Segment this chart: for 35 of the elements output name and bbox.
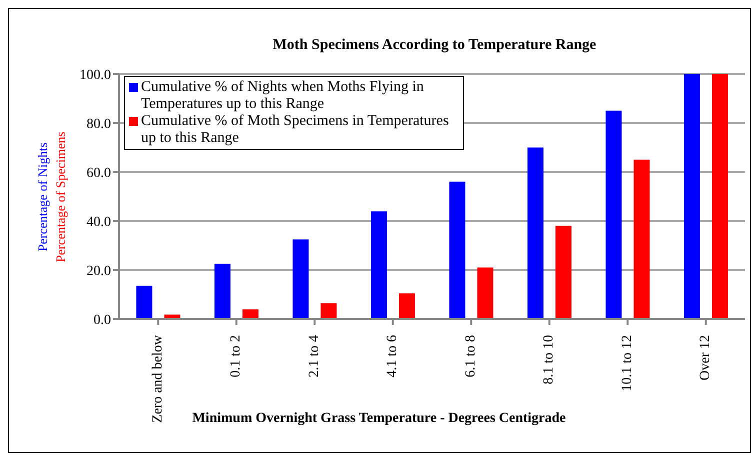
x-tick-label: 0.1 to 2 — [228, 335, 244, 378]
bar — [214, 264, 230, 319]
x-tick-label: 10.1 to 12 — [620, 335, 635, 392]
x-axis-title: Minimum Overnight Grass Temperature - Degrees Centigrade — [192, 411, 566, 426]
bar — [136, 286, 152, 319]
bar — [712, 74, 728, 319]
bar — [634, 160, 650, 319]
y-tick-label: 80.0 — [86, 116, 111, 132]
x-tick-label: 4.1 to 6 — [385, 335, 400, 378]
y-axis-title: Percentage of Nights — [35, 142, 50, 252]
bar — [242, 309, 258, 319]
y2-axis-title: Percentage of Specimens — [53, 132, 68, 262]
bar — [555, 226, 572, 319]
x-tick-label: 2.1 to 4 — [306, 335, 322, 378]
y-tick-label: 60.0 — [86, 166, 111, 181]
bar — [449, 182, 466, 319]
y-tick-label: 0.0 — [94, 312, 111, 328]
chart-title: Moth Specimens According to Temperature Range — [272, 37, 596, 53]
bar — [370, 211, 387, 319]
x-tick-label: 8.1 to 10 — [542, 335, 557, 384]
y-tick-label: 100.0 — [80, 68, 111, 83]
x-tick-label: Over 12 — [698, 335, 714, 380]
x-tick-label: Zero and below — [150, 334, 166, 423]
bar — [606, 110, 622, 319]
bar — [398, 293, 415, 319]
bar — [292, 239, 309, 319]
legend-label: Cumulative % of Nights when Moths Flying in Temperatures up to this Range — [141, 79, 425, 113]
bar — [684, 74, 700, 319]
bar — [477, 268, 494, 319]
bar — [320, 303, 337, 319]
legend-label: Cumulative % of Moth Specimens in Temperatures up to this Range — [141, 113, 450, 147]
x-tick-label: 6.1 to 8 — [463, 335, 478, 378]
y-tick-label: 20.0 — [86, 264, 111, 279]
y-tick-label: 40.0 — [86, 214, 111, 230]
bar — [527, 148, 544, 319]
